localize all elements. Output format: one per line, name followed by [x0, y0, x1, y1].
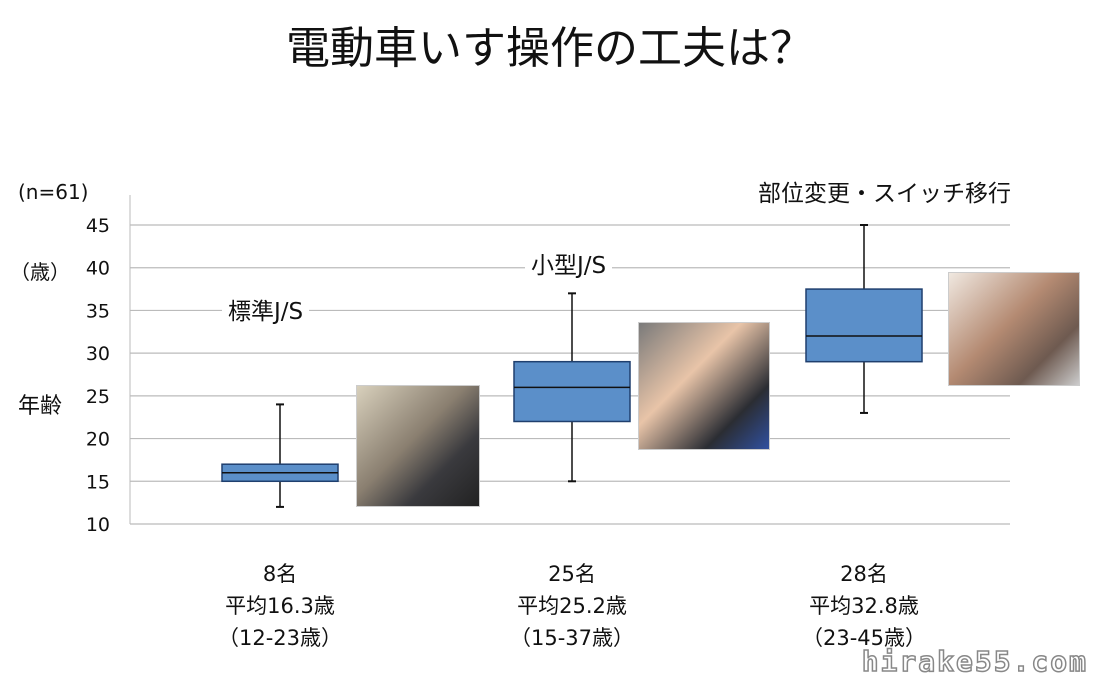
- y-tick-label: 10: [86, 514, 110, 536]
- joystick-photo: [356, 385, 480, 507]
- y-tick-label: 45: [86, 215, 110, 237]
- category-mean: 平均25.2歳: [517, 594, 627, 618]
- box: [513, 360, 631, 423]
- joystick-photo: [638, 322, 770, 450]
- y-tick-label: 35: [86, 300, 110, 322]
- sample-size: (n=61): [18, 180, 89, 204]
- slide-title: 電動車いす操作の工夫は？: [286, 23, 814, 74]
- y-axis-label: 年齢: [18, 394, 63, 419]
- category-count: 28名: [840, 562, 888, 586]
- category-label: 25名平均25.2歳 （15-37歳）: [472, 558, 672, 654]
- unit-label: （歳）: [10, 260, 70, 284]
- category-range: （12-23歳）: [217, 626, 343, 650]
- category-count: 25名: [548, 562, 596, 586]
- category-label: 28名平均32.8歳 （23-45歳）: [764, 558, 964, 654]
- group-label: 小型J/S: [525, 246, 613, 280]
- category-label: 8名平均16.3歳 （12-23歳）: [180, 558, 380, 654]
- category-mean: 平均16.3歳: [225, 594, 335, 618]
- y-tick-label: 40: [86, 258, 110, 280]
- category-range: （15-37歳）: [509, 626, 635, 650]
- y-tick-label: 20: [86, 429, 110, 451]
- joystick-photo: [948, 272, 1080, 386]
- group-label: 標準J/S: [222, 292, 310, 326]
- category-mean: 平均32.8歳: [809, 594, 919, 618]
- category-range: （23-45歳）: [801, 626, 927, 650]
- category-count: 8名: [262, 562, 298, 586]
- y-tick-label: 25: [86, 386, 110, 408]
- watermark: hirake55.com: [861, 644, 1088, 679]
- group-label: 部位変更・スイッチ移行: [752, 174, 1017, 208]
- y-tick-label: 30: [86, 343, 110, 365]
- y-tick-label: 15: [86, 471, 110, 493]
- box: [805, 288, 923, 363]
